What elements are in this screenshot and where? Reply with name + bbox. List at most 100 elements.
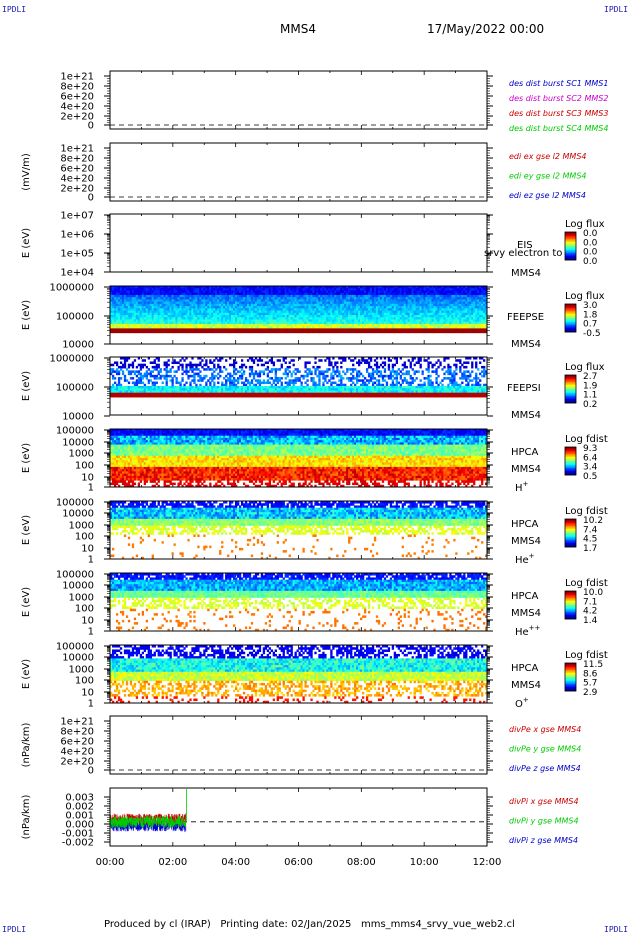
spectrogram-cell [183,317,186,320]
spectrogram-cell [260,308,264,311]
spectrogram-cell [405,330,408,334]
spectrogram-cell [290,308,293,311]
spectrogram-cell [266,321,270,325]
spectrogram-cell [405,317,408,320]
spectrogram-cell [153,321,156,325]
spectrogram-cell [137,319,141,322]
spectrogram-cell [211,292,214,296]
spectrogram-cell [254,328,258,331]
spectrogram-cell [348,299,351,302]
spectrogram-cell [248,310,252,314]
spectrogram-cell [455,315,458,318]
spectrogram-cell [318,328,321,331]
spectrogram-cell [169,323,172,327]
spectrogram-cell [155,294,158,298]
spectrogram-cell [145,330,148,334]
spectrogram-cell [413,323,416,327]
spectrogram-cell [292,326,295,329]
spectrogram-cell [310,286,313,289]
spectrogram-cell [387,294,391,298]
spectrogram-cell [288,299,291,302]
spectrogram-cell [185,323,188,327]
spectrogram-cell [471,319,474,322]
spectrogram-cell [363,315,367,318]
spectrogram-cell [201,323,204,327]
spectrogram-cell [314,299,317,302]
spectrogram-cell [375,286,379,289]
spectrogram-cell [467,310,470,314]
spectrogram-cell [453,317,456,320]
spectrogram-cell [306,330,309,334]
spectrogram-cell [334,301,337,305]
spectrogram-cell [209,290,212,293]
spectrogram-cell [435,290,438,293]
colorbar-segment [565,243,576,245]
spectrogram-cell [110,310,113,314]
spectrogram-cell [377,306,381,309]
spectrogram-cell [127,312,131,316]
spectrogram-cell [342,321,345,325]
spectrogram-cell [429,321,432,325]
spectrogram-cell [133,294,137,298]
spectrogram-cell [141,312,145,316]
spectrogram-cell [302,286,305,289]
spectrogram-cell [350,310,353,314]
spectrogram-cell [314,301,317,305]
spectrogram-cell [155,317,158,320]
spectrogram-cell [115,321,119,325]
spectrogram-cell [399,321,402,325]
spectrogram-cell [155,315,158,318]
spectrogram-cell [377,319,381,322]
spectrogram-cell [151,319,154,322]
spectrogram-cell [369,317,373,320]
spectrogram-cell [413,303,416,307]
spectrogram-cell [151,323,154,327]
spectrogram-cell [280,328,283,331]
spectrogram-cell [324,321,327,325]
spectrogram-cell [383,308,387,311]
spectrogram-cell [298,292,301,296]
spectrogram-cell [393,299,397,302]
spectrogram-cell [163,321,166,325]
spectrogram-cell [292,312,295,316]
spectrogram-cell [449,323,452,327]
spectrogram-cell [318,326,321,329]
spectrogram-cell [260,317,264,320]
spectrogram-cell [369,326,373,329]
spectrogram-cell [445,330,448,334]
spectrogram-cell [381,299,385,302]
spectrogram-cell [117,288,121,291]
spectrogram-cell [137,288,141,291]
spectrogram-cell [167,315,170,318]
spectrogram-cell [352,323,355,327]
spectrogram-cell [453,308,456,311]
spectrogram-cell [332,301,335,305]
spectrogram-cell [318,299,321,302]
spectrogram-cell [157,312,160,316]
spectrogram-cell [185,297,188,300]
spectrogram-cell [453,328,456,331]
tick-label: 8e+20 [60,154,94,165]
spectrogram-cell [352,310,355,314]
spectrogram-cell [197,310,200,314]
spectrogram-cell [117,294,121,298]
spectrogram-cell [407,317,410,320]
spectrogram-cell [215,326,218,329]
spectrogram-cell [475,319,478,322]
spectrogram-cell [183,328,186,331]
spectrogram-cell [375,319,379,322]
spectrogram-cell [356,330,359,334]
spectrogram-cell [322,319,325,322]
spectrogram-cell [137,306,141,309]
spectrogram-cell [425,319,428,322]
spectrogram-cell [115,308,119,311]
spectrogram-cell [110,315,113,318]
spectrogram-cell [342,288,345,291]
spectrogram-cell [165,286,168,289]
spectrogram-cell [191,306,194,309]
spectrogram-cell [195,330,198,334]
spectrogram-cell [135,310,139,314]
spectrogram-cell [141,326,145,329]
spectrogram-cell [334,326,337,329]
spectrogram-cell [233,328,236,331]
